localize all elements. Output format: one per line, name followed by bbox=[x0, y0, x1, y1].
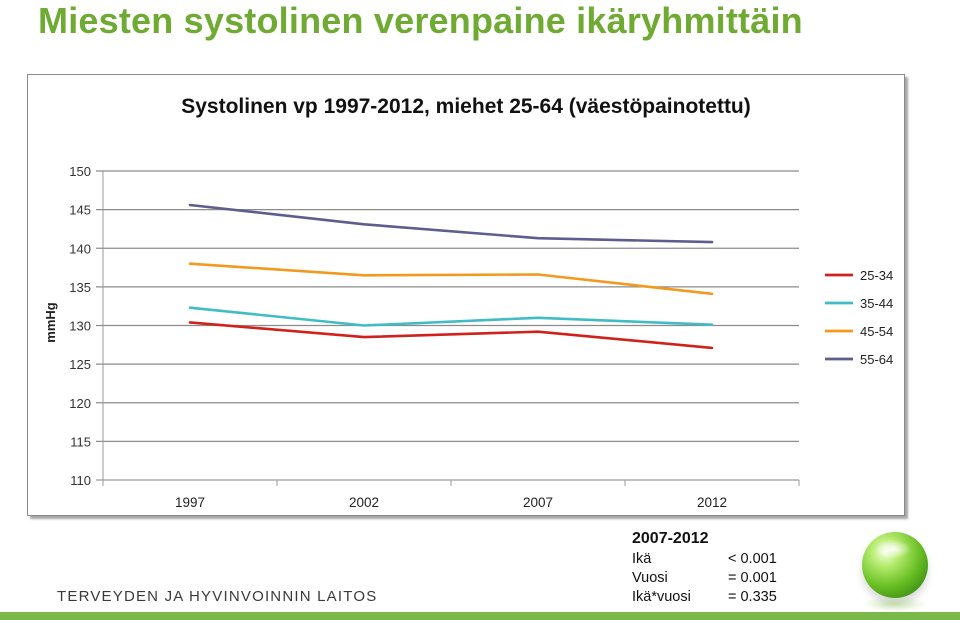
series-line-35-44 bbox=[188, 306, 714, 327]
y-tick-label: 140 bbox=[69, 241, 91, 256]
y-tick-label: 125 bbox=[69, 357, 91, 372]
stats-row: Ikä < 0.001 bbox=[632, 550, 777, 569]
stats-heading: 2007-2012 bbox=[632, 530, 709, 547]
stats-label: Vuosi bbox=[632, 570, 668, 586]
x-tick-label: 2002 bbox=[349, 495, 379, 510]
series-line-25-34 bbox=[188, 321, 714, 350]
x-tick-label: 1997 bbox=[175, 495, 205, 510]
legend-label: 35-44 bbox=[860, 296, 893, 311]
slide-title: Miesten systolinen verenpaine ikäryhmitt… bbox=[38, 0, 803, 41]
logo-shine bbox=[876, 540, 910, 558]
line-chart: 110 115 120 125 130 135 140 145 150 1997 2002 2007 2… bbox=[43, 164, 893, 510]
y-tick-label: 120 bbox=[69, 396, 91, 411]
y-tick-label: 110 bbox=[70, 473, 91, 488]
stats-row: Ikä*vuosi = 0.335 bbox=[632, 588, 777, 607]
stats-label: Ikä bbox=[632, 551, 652, 567]
y-tick-label: 150 bbox=[69, 164, 91, 179]
logo-reflection bbox=[862, 596, 928, 612]
chart-title: Systolinen vp 1997-2012, miehet 25-64 (v… bbox=[181, 95, 751, 118]
thl-logo-sphere-icon bbox=[862, 532, 928, 598]
bottom-rule bbox=[0, 612, 960, 620]
y-tick-label: 135 bbox=[69, 280, 91, 295]
legend-label: 25-34 bbox=[860, 268, 893, 283]
y-tick-label: 130 bbox=[69, 319, 91, 334]
stats-row: Vuosi = 0.001 bbox=[632, 569, 777, 588]
y-tick-label: 115 bbox=[70, 434, 91, 449]
institute-name: TERVEYDEN JA HYVINVOINNIN LAITOS bbox=[57, 588, 378, 605]
stats-box: 2007-2012 Ikä < 0.001 Vuosi = 0.001 Ikä*… bbox=[632, 530, 777, 607]
stats-label: Ikä*vuosi bbox=[632, 589, 691, 605]
series-line-45-54 bbox=[188, 262, 714, 296]
stats-value: = 0.335 bbox=[728, 589, 777, 605]
y-axis-label: mmHg bbox=[43, 302, 58, 343]
series-line-55-64 bbox=[188, 203, 714, 244]
y-tick-label: 145 bbox=[69, 203, 91, 218]
stats-value: < 0.001 bbox=[728, 551, 777, 567]
chart-frame: Systolinen vp 1997-2012, miehet 25-64 (v… bbox=[27, 74, 905, 516]
x-tick-label: 2012 bbox=[697, 495, 727, 510]
legend-label: 45-54 bbox=[860, 324, 893, 339]
x-tick-label: 2007 bbox=[523, 495, 553, 510]
legend-label: 55-64 bbox=[860, 352, 893, 367]
stats-value: = 0.001 bbox=[728, 570, 777, 586]
